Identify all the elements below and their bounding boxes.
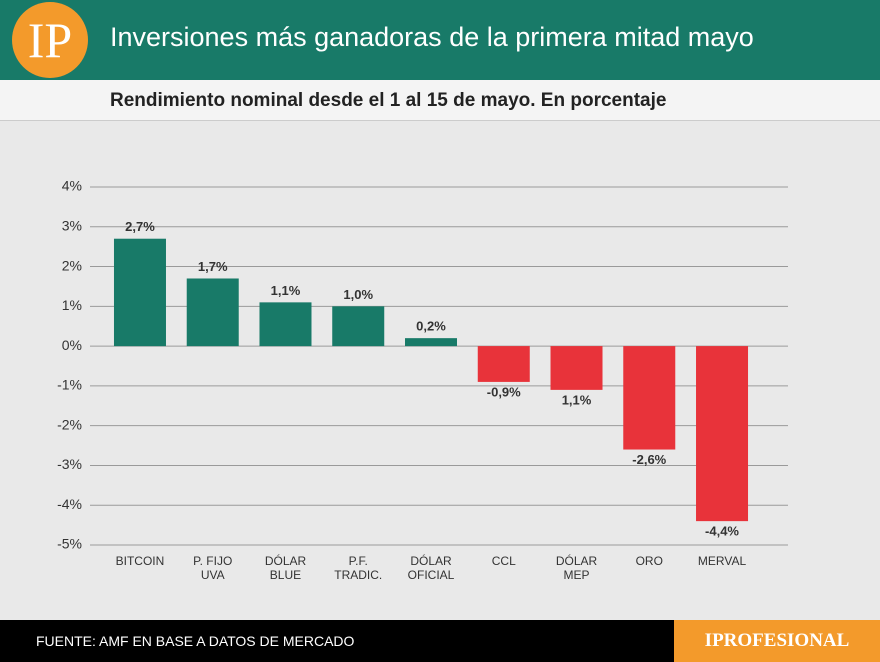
value-label: 2,7% — [125, 219, 155, 234]
value-label: 1,7% — [198, 259, 228, 274]
y-tick-label: -2% — [57, 416, 82, 432]
value-label: 1,1% — [271, 283, 301, 298]
x-tick-label: ORO — [635, 554, 663, 568]
value-label: 1,0% — [343, 287, 373, 302]
y-tick-label: -4% — [57, 496, 82, 512]
value-label: 1,1% — [562, 392, 592, 407]
x-tick-label: P. FIJO UVA — [193, 554, 233, 582]
bar — [113, 238, 166, 347]
subtitle-band: Rendimiento nominal desde el 1 al 15 de … — [0, 80, 880, 121]
header: IP Inversiones más ganadoras de la prime… — [0, 0, 880, 80]
value-label: -2,6% — [632, 452, 666, 467]
x-tick-label: DÓLAR BLUE — [264, 554, 307, 582]
x-tick-label: DÓLAR MEP — [555, 554, 598, 582]
brand: IPROFESIONAL — [674, 620, 880, 662]
bar — [259, 302, 312, 347]
footer: FUENTE: AMF EN BASE A DATOS DE MERCADO I… — [0, 620, 880, 662]
y-tick-label: 0% — [62, 337, 82, 353]
bar — [623, 346, 676, 450]
y-tick-label: 2% — [62, 257, 82, 273]
y-tick-label: -1% — [57, 377, 82, 393]
bar — [405, 338, 457, 347]
x-tick-label: MERVAL — [697, 554, 747, 568]
value-label: -0,9% — [487, 384, 521, 399]
logo: IP — [12, 2, 88, 78]
x-tick-label: DÓLAR OFICIAL — [407, 554, 455, 582]
bar — [332, 306, 385, 347]
source: FUENTE: AMF EN BASE A DATOS DE MERCADO — [36, 633, 355, 649]
y-tick-label: 3% — [62, 217, 82, 233]
y-tick-label: -3% — [57, 456, 82, 472]
y-tick-label: -5% — [57, 536, 82, 552]
bar — [696, 346, 749, 522]
y-tick-label: 4% — [62, 178, 82, 194]
bar — [186, 278, 239, 347]
chart-title: Inversiones más ganadoras de la primera … — [110, 22, 754, 52]
value-label: 0,2% — [416, 319, 446, 334]
chart-subtitle: Rendimiento nominal desde el 1 al 15 de … — [110, 90, 667, 111]
y-tick-label: 1% — [62, 297, 82, 313]
bar — [477, 346, 530, 382]
value-label: -4,4% — [705, 524, 739, 539]
bar — [550, 346, 603, 390]
x-tick-label: P.F. TRADIC. — [334, 554, 383, 582]
x-tick-label: CCL — [491, 554, 516, 568]
x-tick-label: BITCOIN — [115, 554, 165, 568]
